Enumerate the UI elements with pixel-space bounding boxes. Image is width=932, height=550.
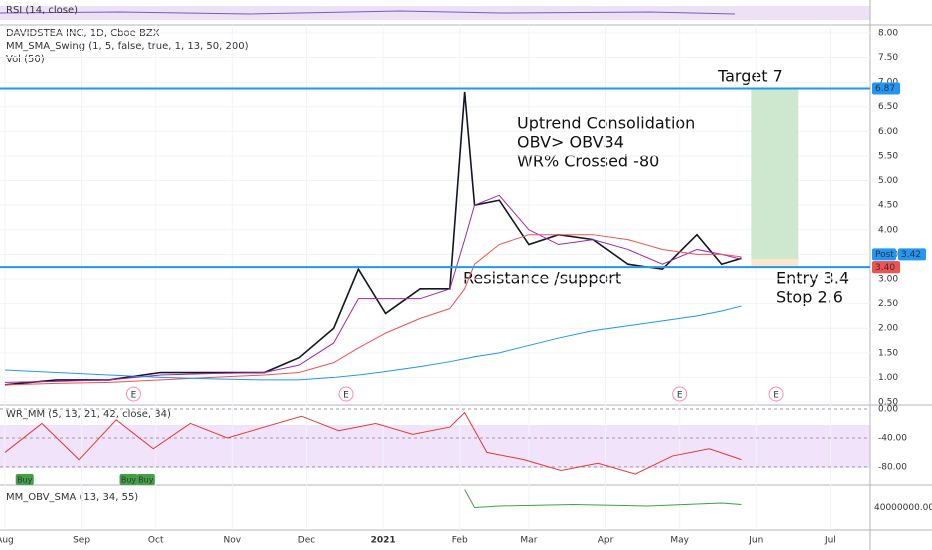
earnings-marker	[672, 386, 688, 402]
annotation: Stop 2.6	[776, 288, 843, 307]
x-tick-label: Apr	[598, 536, 614, 546]
series-line	[4, 194, 742, 383]
target-box	[751, 88, 799, 260]
y-tick-label: 2.50	[878, 299, 898, 309]
rsi-band	[0, 6, 870, 20]
price-badge	[898, 248, 926, 261]
y-tick-label: 5.00	[878, 176, 898, 186]
tag-badge	[872, 248, 896, 261]
price-badge-label: 6.87	[875, 84, 895, 94]
y-tick-label: 3.00	[878, 274, 898, 284]
y-tick-label: 0.50	[878, 398, 898, 408]
buy-label: Buy	[138, 476, 154, 485]
earnings-label: E	[677, 391, 683, 401]
wr-band	[0, 425, 870, 468]
earnings-marker	[768, 386, 784, 402]
annotation: Resistance /support	[463, 269, 621, 288]
y-tick-label: 6.50	[878, 102, 898, 112]
x-tick-label: Feb	[452, 536, 468, 546]
y-tick-label: 7.50	[878, 53, 898, 63]
x-tick-label: Jun	[748, 536, 763, 546]
header: DAVIDSTEA INC, 1D, Cboe BZX	[6, 28, 160, 39]
earnings-marker	[125, 386, 141, 402]
y-tick-label: 5.50	[878, 151, 898, 161]
series-line	[4, 305, 742, 381]
buy-label: Buy	[121, 476, 137, 485]
price-badge-label: 3.40	[875, 263, 895, 273]
annotation: OBV> OBV34	[517, 133, 624, 152]
y-tick-label: 8.00	[878, 28, 898, 38]
y-tick-label: 4.00	[878, 225, 898, 235]
header: MM_OBV_SMA (13, 34, 55)	[6, 492, 138, 503]
header: Vol (50)	[6, 54, 45, 65]
x-tick-label: Mar	[520, 536, 537, 546]
obv-line	[464, 489, 742, 509]
price-badge	[872, 82, 900, 95]
header: RSI (14, close)	[6, 5, 78, 16]
header: MM_SMA_Swing (1, 5, false, true, 1, 13, …	[6, 41, 249, 52]
y-tick-label: -40.00	[878, 433, 907, 443]
x-tick-label: Oct	[148, 536, 164, 546]
x-tick-label: Jul	[824, 536, 836, 546]
y-tick-label: 0.00	[878, 404, 898, 414]
buy-signal	[119, 474, 138, 485]
earnings-marker	[338, 386, 354, 402]
x-tick-label: May	[670, 536, 689, 546]
annotation: Target 7	[717, 67, 783, 86]
earnings-label: E	[131, 391, 137, 401]
x-tick-label: Nov	[224, 536, 242, 546]
earnings-label: E	[773, 391, 779, 401]
y-tick-label: 40000000.00	[874, 503, 932, 513]
rsi-line	[0, 10, 736, 15]
y-tick-label: 1.50	[878, 348, 898, 358]
wr-line	[4, 411, 742, 475]
y-tick-label: -80.00	[878, 462, 907, 472]
x-tick-label: Sep	[73, 536, 90, 546]
buy-signal	[136, 474, 155, 485]
price-badge	[872, 261, 900, 274]
x-tick-label: Dec	[298, 536, 315, 546]
annotation: Entry 3.4	[776, 269, 849, 288]
buy-label: Buy	[17, 476, 33, 485]
buy-signal	[15, 474, 34, 485]
y-tick-label: 2.00	[878, 324, 898, 334]
stop-box	[751, 259, 799, 268]
annotation: WR% Crossed -80	[517, 152, 659, 171]
price-badge-label: 3.42	[901, 250, 921, 260]
annotation: Uptrend Consolidation	[517, 114, 695, 133]
x-tick-label: Aug	[0, 536, 14, 546]
x-tick-label: 2021	[371, 536, 396, 546]
earnings-label: E	[343, 391, 349, 401]
y-tick-label: 4.50	[878, 201, 898, 211]
header: WR_MM (5, 13, 21, 42, close, 34)	[6, 409, 171, 420]
y-tick-label: 1.00	[878, 373, 898, 383]
tag-label: Post	[875, 250, 894, 260]
y-tick-label: 6.00	[878, 127, 898, 137]
